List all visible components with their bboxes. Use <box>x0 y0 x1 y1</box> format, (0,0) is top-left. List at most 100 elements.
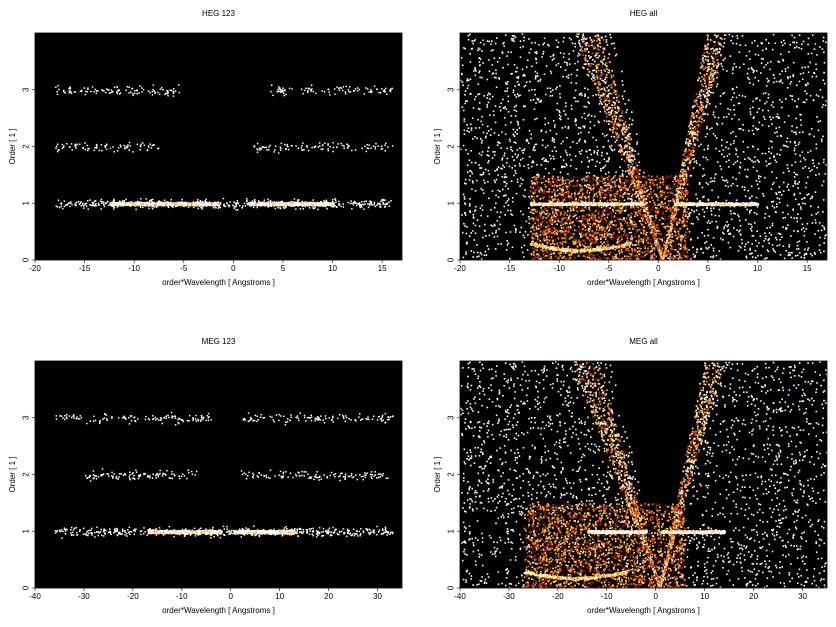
event-point <box>564 222 567 225</box>
event-point <box>497 243 499 245</box>
event-point <box>593 198 595 201</box>
event-point <box>567 77 570 79</box>
event-point <box>477 93 479 96</box>
event-point <box>756 129 758 131</box>
event-point <box>528 218 531 220</box>
event-point <box>56 206 59 208</box>
event-point <box>686 158 689 160</box>
event-point <box>323 91 326 93</box>
event-point <box>139 202 142 205</box>
event-point <box>813 165 816 167</box>
event-point <box>767 80 769 83</box>
event-point <box>528 222 531 225</box>
event-point <box>283 92 285 94</box>
event-point <box>782 226 784 228</box>
event-point <box>732 142 735 145</box>
event-point <box>112 90 114 93</box>
event-point <box>223 205 225 207</box>
event-point <box>704 242 706 244</box>
event-point <box>688 142 691 144</box>
event-point <box>736 35 739 37</box>
event-point <box>522 119 525 121</box>
event-point <box>487 92 490 95</box>
event-point <box>612 126 614 129</box>
event-point <box>466 130 468 132</box>
event-point <box>737 214 739 216</box>
event-point <box>522 179 524 181</box>
event-point <box>487 169 490 172</box>
event-point <box>95 92 98 95</box>
event-point <box>747 146 749 149</box>
event-point <box>611 121 613 123</box>
event-point <box>370 200 372 203</box>
event-point <box>530 42 533 44</box>
event-point <box>67 203 69 205</box>
event-point <box>720 168 723 170</box>
event-point <box>737 102 740 105</box>
event-point <box>534 41 536 44</box>
event-point <box>711 189 713 192</box>
event-point <box>520 226 523 229</box>
event-point <box>171 205 173 207</box>
event-point <box>136 143 139 146</box>
event-point <box>383 199 385 201</box>
event-point <box>91 86 94 88</box>
event-point <box>762 195 765 197</box>
event-point <box>756 245 758 247</box>
event-point <box>529 211 532 214</box>
event-point <box>242 205 244 207</box>
event-point <box>297 147 300 149</box>
event-point <box>631 123 633 126</box>
event-point <box>119 200 121 202</box>
event-point <box>516 76 518 79</box>
event-point <box>133 201 136 204</box>
event-point <box>343 147 345 150</box>
event-point <box>55 86 57 88</box>
event-point <box>505 201 507 204</box>
event-point <box>689 212 692 214</box>
event-point <box>755 196 758 199</box>
event-point <box>217 202 219 205</box>
event-point <box>366 88 369 90</box>
event-point <box>557 220 560 222</box>
event-point <box>90 90 92 93</box>
event-point <box>124 147 126 150</box>
event-point <box>579 153 582 155</box>
event-point <box>105 91 107 94</box>
event-point <box>712 59 715 62</box>
event-point <box>585 150 588 152</box>
event-point <box>802 227 805 229</box>
event-point <box>559 115 562 118</box>
event-point <box>619 119 622 122</box>
event-point <box>491 157 494 159</box>
event-point <box>110 202 113 204</box>
event-point <box>740 238 743 241</box>
event-point <box>296 203 299 206</box>
event-point <box>724 224 727 227</box>
event-point <box>483 95 485 97</box>
event-point <box>309 207 311 209</box>
event-point <box>485 235 487 237</box>
event-point <box>630 165 632 168</box>
event-point <box>643 171 645 174</box>
event-point <box>519 147 521 150</box>
event-point <box>130 204 132 207</box>
event-point <box>511 155 514 158</box>
event-point <box>775 236 777 239</box>
event-point <box>563 37 565 39</box>
event-point <box>325 199 328 202</box>
event-point <box>537 80 539 82</box>
event-point <box>706 45 709 48</box>
event-point <box>152 204 155 206</box>
event-point <box>279 149 282 151</box>
event-point <box>282 206 285 209</box>
event-point <box>486 78 489 81</box>
event-point <box>461 106 464 108</box>
event-point <box>566 164 568 167</box>
event-point <box>583 126 586 129</box>
event-point <box>320 148 323 150</box>
event-point <box>471 172 474 175</box>
event-point <box>823 51 825 54</box>
event-point <box>775 116 778 118</box>
event-point <box>807 66 810 68</box>
